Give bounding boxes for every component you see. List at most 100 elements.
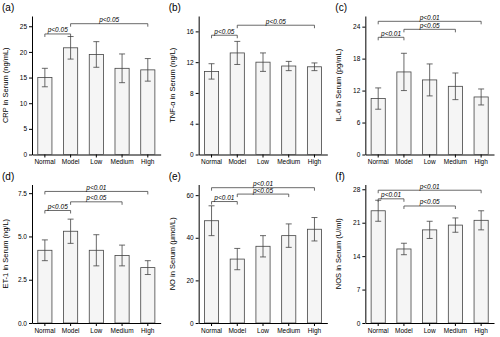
significance-label: p<0.05 — [98, 16, 119, 24]
error-cap — [145, 274, 151, 275]
error-cap — [119, 82, 125, 83]
x-tick: Medium — [111, 155, 134, 166]
y-tick-label: 60 — [186, 192, 194, 199]
error-bar — [42, 68, 48, 86]
y-tick-label: 0 — [190, 151, 194, 158]
y-tick: 7.5 — [18, 190, 32, 197]
y-axis: 0510152025 — [20, 17, 33, 159]
y-tick: 8 — [190, 90, 199, 97]
y-tick: 5 — [23, 125, 32, 132]
y-tick-label: 7.5 — [18, 190, 27, 197]
y-axis-title: ET-1 in Serum (ng/L) — [1, 218, 10, 288]
bar — [38, 78, 52, 155]
x-tick-mark — [378, 323, 379, 326]
error-bar — [452, 218, 458, 232]
x-tick: Model — [395, 155, 413, 166]
bar — [474, 220, 488, 323]
x-tick-mark — [429, 323, 430, 326]
error-cap — [427, 221, 433, 222]
error-bar — [145, 261, 151, 275]
x-tick-mark — [288, 155, 289, 158]
y-tick-mark — [29, 78, 32, 79]
y-axis: 07142128 — [353, 185, 366, 327]
x-tick-mark — [263, 155, 264, 158]
significance-label: p<0.05 — [213, 28, 234, 36]
y-tick: 60 — [186, 192, 198, 199]
x-tick-mark — [211, 323, 212, 326]
error-cap — [234, 248, 240, 249]
error-cap — [145, 58, 151, 59]
x-tick-mark — [96, 323, 97, 326]
error-bar — [427, 221, 433, 238]
panel: NormalModelLowMediumHigh0204060NO in Ser… — [168, 171, 328, 335]
y-tick-mark — [362, 91, 365, 92]
y-tick-mark — [362, 256, 365, 257]
error-cap — [42, 68, 48, 69]
x-tick: High — [308, 323, 322, 335]
x-tick: High — [474, 323, 488, 335]
error-cap — [427, 95, 433, 96]
panel-label: (b) — [169, 2, 181, 13]
error-line — [314, 218, 315, 241]
significance-bracket — [71, 24, 148, 27]
y-axis-title: NOS in Serum (U/ml) — [334, 218, 343, 289]
x-tick: Normal — [201, 155, 223, 166]
significance-label: p<0.01 — [380, 30, 401, 38]
x-tick-mark — [211, 155, 212, 158]
significance-label: p<0.05 — [419, 22, 440, 30]
y-tick: 0 — [23, 151, 32, 158]
axis-line — [199, 185, 200, 324]
significance-label: p<0.01 — [419, 183, 440, 191]
error-cap — [68, 243, 74, 244]
error-cap — [119, 53, 125, 54]
x-tick-label: Low — [424, 327, 436, 334]
error-line — [455, 218, 456, 232]
bar — [204, 221, 218, 323]
panel: NormalModelLowMediumHigh06121824IL-6 in … — [334, 2, 494, 166]
y-axis-title: TNF-α in Serum (ng/L) — [168, 47, 177, 123]
x-tick-label: Normal — [34, 158, 56, 165]
panel-label: (f) — [335, 171, 344, 182]
y-tick-label: 18 — [353, 55, 361, 62]
error-bar — [375, 88, 381, 109]
error-cap — [452, 72, 458, 73]
y-tick: 5.0 — [18, 233, 32, 240]
y-axis: 0.0 2.5 5.0 7.5 — [18, 185, 33, 327]
x-tick: High — [474, 155, 488, 167]
y-tick-label: 15 — [20, 74, 28, 81]
error-bar — [93, 235, 99, 266]
y-tick: 20 — [186, 277, 198, 284]
bar — [256, 246, 270, 323]
panel: NormalModelLowMediumHigh07142128NOS in S… — [334, 171, 494, 335]
x-tick: High — [308, 155, 322, 167]
x-tick: Normal — [34, 323, 56, 334]
error-line — [96, 42, 97, 68]
panel-label: (c) — [335, 2, 347, 13]
plot-area: NormalModelLowMediumHigh0510152025CRP in… — [1, 16, 161, 166]
y-tick-mark — [362, 323, 365, 324]
error-bar — [93, 42, 99, 68]
y-axis: 0481216 — [186, 17, 199, 159]
error-line — [96, 235, 97, 266]
bar — [230, 53, 244, 155]
significance-bracket — [212, 35, 238, 38]
y-tick-label: 24 — [353, 23, 361, 30]
y-tick-label: 0.0 — [18, 320, 27, 327]
error-cap — [375, 87, 381, 88]
y-axis-title: NO in Serum (μmol/L) — [168, 217, 177, 291]
error-bar — [375, 200, 381, 221]
error-cap — [452, 217, 458, 218]
y-tick: 0 — [357, 151, 366, 158]
error-cap — [209, 63, 215, 64]
plot-area: NormalModelLowMediumHigh0.02.55.07.5ET-1… — [1, 184, 161, 335]
y-tick-label: 2.5 — [18, 276, 27, 283]
x-tick-label: Low — [257, 158, 269, 165]
y-tick-mark — [196, 124, 199, 125]
figure: NormalModelLowMediumHigh0510152025CRP in… — [0, 0, 500, 337]
y-tick: 0 — [357, 320, 366, 327]
error-line — [44, 240, 45, 261]
significance-label: p<0.05 — [419, 198, 440, 206]
significance-label: p<0.05 — [47, 26, 68, 34]
bar — [371, 211, 385, 323]
y-tick-mark — [362, 59, 365, 60]
